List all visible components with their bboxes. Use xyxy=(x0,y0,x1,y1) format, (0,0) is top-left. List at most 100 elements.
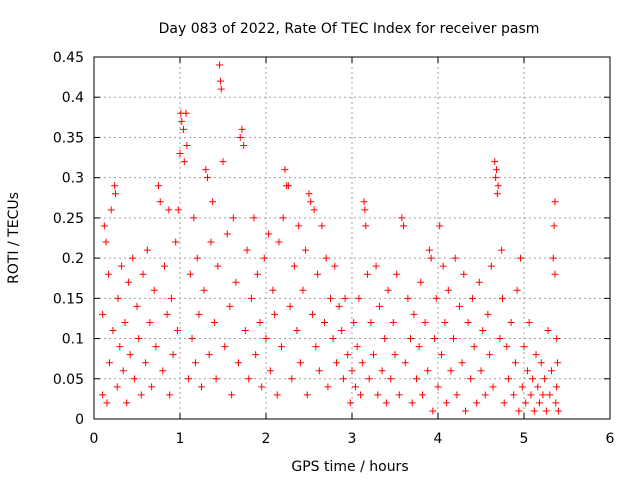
data-point xyxy=(475,278,483,286)
data-point xyxy=(511,359,519,367)
data-point xyxy=(124,278,132,286)
data-point xyxy=(539,391,547,399)
data-point xyxy=(130,375,138,383)
data-point xyxy=(260,254,268,262)
data-point xyxy=(477,367,485,375)
data-point xyxy=(415,343,423,351)
x-tick-label: 1 xyxy=(176,431,185,447)
data-point xyxy=(286,302,294,310)
data-point xyxy=(518,383,526,391)
data-point xyxy=(424,367,432,375)
data-point xyxy=(310,206,318,214)
x-tick-label: 2 xyxy=(262,431,271,447)
data-point xyxy=(344,351,352,359)
y-tick-label: 0.35 xyxy=(53,130,84,146)
data-point xyxy=(401,359,409,367)
data-point xyxy=(146,318,154,326)
data-point xyxy=(118,262,126,270)
data-point xyxy=(553,383,561,391)
data-point xyxy=(492,174,500,182)
data-point xyxy=(429,407,437,415)
data-point xyxy=(487,262,495,270)
data-point xyxy=(353,343,361,351)
data-point xyxy=(549,254,557,262)
data-point xyxy=(361,206,369,214)
data-point xyxy=(166,391,174,399)
data-point xyxy=(360,198,368,206)
data-point xyxy=(315,367,323,375)
data-point xyxy=(431,335,439,343)
data-point xyxy=(441,318,449,326)
data-point xyxy=(436,222,444,230)
data-point xyxy=(327,294,334,302)
data-point xyxy=(425,246,433,254)
data-point xyxy=(295,222,303,230)
data-point xyxy=(462,407,470,415)
data-point xyxy=(226,302,234,310)
data-point xyxy=(367,318,375,326)
data-point xyxy=(322,254,330,262)
data-point xyxy=(550,222,558,230)
data-point xyxy=(507,318,515,326)
data-point xyxy=(216,77,224,85)
data-point xyxy=(522,399,530,407)
data-point xyxy=(240,141,248,149)
data-point xyxy=(143,246,151,254)
data-point xyxy=(180,158,188,166)
data-point xyxy=(169,351,177,359)
data-point xyxy=(503,343,511,351)
data-point xyxy=(499,294,506,302)
data-point xyxy=(413,375,420,383)
data-point xyxy=(517,254,525,262)
data-point xyxy=(443,399,451,407)
data-point xyxy=(357,391,365,399)
data-point xyxy=(530,407,538,415)
data-point xyxy=(109,327,117,335)
data-point xyxy=(527,391,535,399)
data-point xyxy=(468,294,476,302)
data-point xyxy=(247,294,255,302)
data-point xyxy=(152,343,160,351)
data-point xyxy=(262,335,270,343)
data-point xyxy=(188,335,196,343)
data-point xyxy=(395,391,403,399)
data-point xyxy=(250,214,258,222)
data-point xyxy=(318,222,326,230)
data-point xyxy=(551,198,559,206)
data-point xyxy=(381,335,389,343)
data-point xyxy=(290,262,298,270)
data-point xyxy=(148,383,156,391)
data-point xyxy=(408,399,416,407)
data-point xyxy=(232,278,240,286)
y-axis-title: ROTI / TECUs xyxy=(6,192,22,284)
data-point xyxy=(229,214,237,222)
data-point xyxy=(554,407,562,415)
data-point xyxy=(498,246,506,254)
data-point xyxy=(333,359,341,367)
data-point xyxy=(223,230,231,238)
y-tick-label: 0.15 xyxy=(53,291,84,307)
data-point xyxy=(207,238,215,246)
data-point xyxy=(190,214,198,222)
data-point xyxy=(537,359,545,367)
data-point xyxy=(460,270,468,278)
y-tick-label: 0.1 xyxy=(62,332,84,348)
data-point xyxy=(331,262,339,270)
data-point xyxy=(271,310,279,318)
y-tick-label: 0.3 xyxy=(62,171,84,187)
data-point xyxy=(200,286,208,294)
data-point xyxy=(548,367,556,375)
data-point xyxy=(266,367,274,375)
y-tick-labels: 0 0.05 0.1 0.15 0.2 0.25 0.3 0.35 0.4 0.45 xyxy=(53,50,84,428)
data-point xyxy=(305,190,313,198)
data-point xyxy=(362,222,370,230)
data-point xyxy=(183,141,191,149)
data-point xyxy=(191,359,199,367)
x-tick-label: 3 xyxy=(348,431,357,447)
data-point xyxy=(489,383,497,391)
data-point xyxy=(491,158,499,166)
data-point xyxy=(137,391,145,399)
data-point xyxy=(410,310,418,318)
data-points xyxy=(99,61,562,415)
data-point xyxy=(351,383,359,391)
